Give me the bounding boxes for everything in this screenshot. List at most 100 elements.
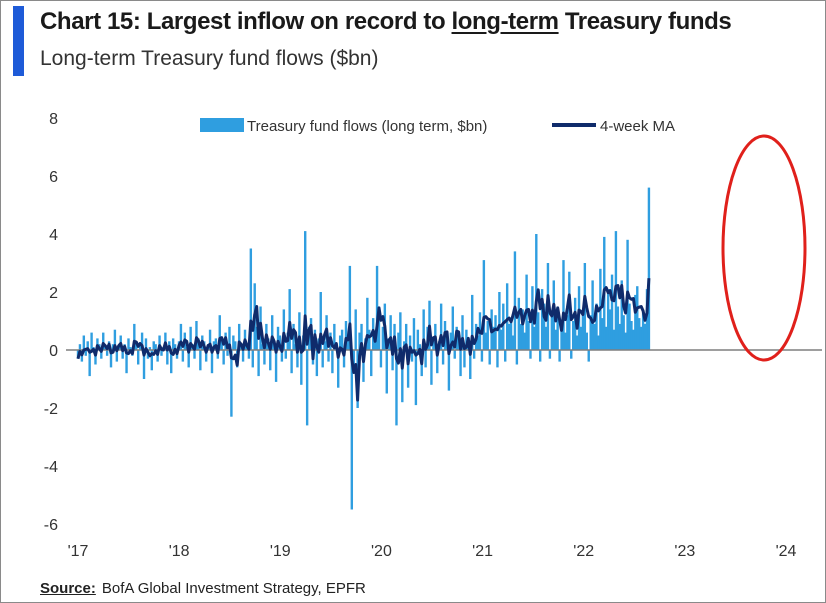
flow-bar [138, 344, 142, 350]
flow-bar [449, 332, 453, 350]
flow-bar [280, 350, 284, 362]
flow-bar [472, 350, 476, 359]
flow-bar [148, 347, 152, 350]
flow-bar [608, 309, 612, 350]
flow-bar [230, 350, 233, 417]
flow-bar [109, 350, 113, 368]
flow-bar [338, 335, 342, 350]
flow-bar [406, 350, 410, 388]
flow-bar [377, 306, 381, 350]
flow-bar [344, 321, 348, 350]
flow-bar [352, 350, 355, 374]
flow-bar [562, 260, 565, 350]
flow-bar [605, 326, 608, 350]
flow-bar [115, 350, 119, 362]
flow-bar [519, 323, 522, 350]
flow-bar [170, 350, 173, 374]
flow-bar [90, 332, 93, 350]
flow-bar [618, 323, 622, 350]
flow-bar [152, 341, 155, 350]
flow-bar [447, 350, 451, 391]
flow-bar [610, 274, 614, 350]
flow-bar [560, 323, 563, 350]
flow-bar [358, 332, 361, 350]
flow-bar [389, 315, 392, 350]
flow-bar [507, 323, 511, 350]
flow-bar [179, 323, 183, 350]
flow-bar [342, 350, 346, 368]
flow-bar [385, 350, 388, 394]
flow-bar [436, 350, 439, 374]
flow-bar [638, 318, 641, 350]
flow-bar [333, 323, 336, 350]
flow-bar [399, 312, 402, 350]
flow-bar [368, 329, 371, 350]
flow-bar [187, 350, 190, 368]
flow-bar [144, 338, 148, 350]
flow-bar [220, 338, 223, 350]
y-tick-label: 6 [49, 169, 58, 186]
flow-bar [494, 315, 497, 350]
chart-subtitle: Long-term Treasury fund flows ($bn) [40, 47, 379, 70]
legend-bars-label: Treasury fund flows (long term, $bn) [247, 118, 487, 135]
flow-bar [469, 350, 472, 379]
flow-bar [88, 350, 91, 377]
flow-bar [550, 315, 554, 350]
flow-bar [288, 289, 291, 350]
flow-bar [375, 265, 379, 350]
flow-bar [241, 350, 245, 362]
flow-bar [430, 350, 433, 385]
flow-bar [554, 329, 557, 350]
flow-bar [86, 341, 89, 350]
flow-bar [300, 350, 303, 385]
flow-bar [397, 332, 400, 350]
flow-bar [558, 350, 561, 362]
ma-line-4-week [76, 278, 651, 402]
flow-bar [189, 326, 192, 350]
flow-bar [496, 350, 499, 368]
flow-bar [422, 309, 425, 350]
flow-bar [164, 332, 167, 350]
flow-bar [570, 350, 573, 359]
flow-bar [140, 332, 144, 350]
flow-bar [513, 251, 517, 350]
x-tick-label: '23 [674, 543, 695, 560]
y-tick-label: 2 [49, 285, 58, 302]
flow-bar [276, 326, 280, 350]
flow-bar [327, 350, 330, 362]
flow-bar [463, 350, 466, 368]
flow-bar [234, 341, 237, 350]
flow-bar [587, 350, 590, 362]
flow-bar [517, 297, 521, 350]
y-axis: -6 -4 -2 0 2 4 6 8 [44, 111, 58, 534]
flow-bar [319, 292, 322, 350]
flow-bar [548, 350, 552, 359]
flow-bar [348, 265, 352, 350]
flow-bar [251, 350, 254, 368]
flow-bar [366, 297, 369, 350]
title-suffix: Treasury funds [558, 8, 732, 35]
flow-bar [486, 321, 489, 350]
flow-bar [154, 344, 157, 350]
flow-bar [500, 329, 503, 350]
title-underlined: long-term [451, 8, 559, 35]
flow-bar [208, 329, 212, 350]
flow-bar [370, 350, 373, 377]
x-tick-label: '24 [776, 543, 797, 560]
flow-bar [255, 326, 258, 350]
flow-bar [337, 350, 340, 388]
flow-bar [581, 309, 585, 350]
flow-bar [529, 350, 532, 359]
y-tick-label: -2 [44, 401, 58, 418]
flow-bar [641, 312, 645, 350]
flow-bar [323, 341, 326, 350]
flow-bar [373, 341, 377, 350]
flow-bar [523, 332, 526, 350]
flow-bar [222, 350, 225, 365]
source-note: Source: BofA Global Investment Strategy, … [40, 580, 366, 597]
x-tick-label: '20 [371, 543, 392, 560]
flow-bar [535, 234, 538, 350]
flow-bar [441, 350, 445, 365]
legend: Treasury fund flows (long term, $bn) 4-w… [200, 118, 675, 135]
flow-bar [171, 338, 175, 350]
